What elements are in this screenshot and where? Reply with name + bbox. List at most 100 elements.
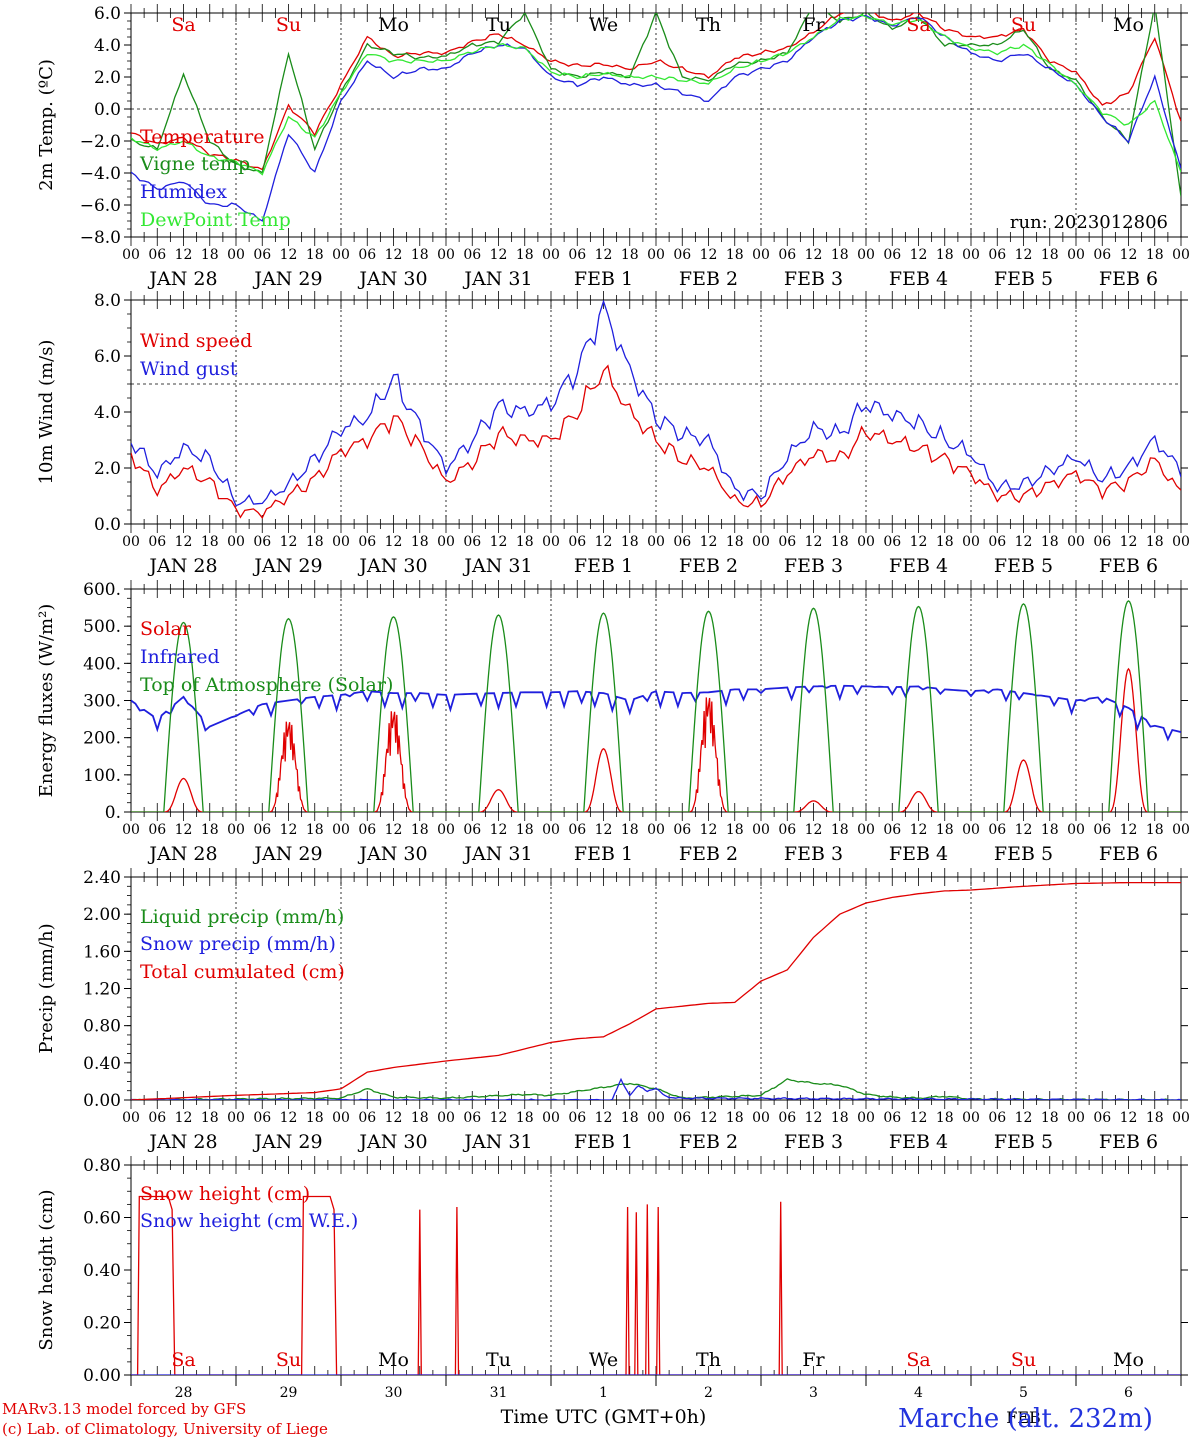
hour-tick-label: 06 bbox=[358, 247, 376, 263]
hour-tick-label: 12 bbox=[1120, 1110, 1138, 1126]
date-label: FEB 5 bbox=[994, 1131, 1053, 1153]
hour-tick-label: 12 bbox=[1015, 534, 1033, 550]
hour-tick-label: 06 bbox=[988, 822, 1006, 838]
date-label: JAN 28 bbox=[147, 268, 217, 290]
date-label: JAN 29 bbox=[252, 843, 322, 865]
hour-tick-label: 18 bbox=[201, 822, 219, 838]
hour-tick-label: 00 bbox=[542, 247, 560, 263]
hour-tick-label: 06 bbox=[463, 247, 481, 263]
panel-energy-fluxes-w-m: 0. 100. 200. 300. 400. 500. 600. Energy fluxes … bbox=[36, 580, 1190, 865]
legend-top-of-atmosphere-solar: Top of Atmosphere (Solar) bbox=[140, 674, 393, 696]
date-label: FEB 3 bbox=[784, 268, 843, 290]
hour-tick-label: 06 bbox=[463, 534, 481, 550]
bottom-day-label: Su bbox=[1011, 1349, 1036, 1371]
hour-tick-label: 12 bbox=[910, 247, 928, 263]
hour-tick-label: 12 bbox=[805, 822, 823, 838]
hour-tick-label: 00 bbox=[122, 1110, 140, 1126]
hour-tick-label: 18 bbox=[621, 534, 639, 550]
legend-solar: Solar bbox=[140, 618, 192, 640]
y-tick-label: 0.00 bbox=[83, 1091, 121, 1111]
y-tick-label: 500. bbox=[83, 617, 121, 637]
bottom-day-label: Fr bbox=[802, 1349, 825, 1371]
date-label: JAN 29 bbox=[252, 268, 322, 290]
hour-tick-label: 06 bbox=[463, 822, 481, 838]
hour-tick-label: 18 bbox=[621, 1110, 639, 1126]
y-tick-label: −4.0 bbox=[80, 164, 121, 184]
series-wind-gust bbox=[131, 300, 1181, 507]
hour-tick-label: 18 bbox=[1041, 1110, 1059, 1126]
legend-vigne-temp: Vigne temp bbox=[139, 153, 250, 175]
legend-liquid-precip-mm-h: Liquid precip (mm/h) bbox=[140, 906, 344, 928]
hour-tick-label: 12 bbox=[385, 247, 403, 263]
hour-tick-label: 06 bbox=[253, 534, 271, 550]
hour-tick-label: 00 bbox=[962, 534, 980, 550]
hour-tick-label: 00 bbox=[227, 1110, 245, 1126]
hour-tick-label: 00 bbox=[122, 534, 140, 550]
hour-tick-label: 18 bbox=[726, 1110, 744, 1126]
hour-tick-label: 06 bbox=[148, 1110, 166, 1126]
hour-tick-label: 00 bbox=[1067, 1110, 1085, 1126]
hour-tick-label: 12 bbox=[175, 534, 193, 550]
hour-tick-label: 18 bbox=[1041, 534, 1059, 550]
hour-tick-label: 06 bbox=[778, 1110, 796, 1126]
hour-tick-label: 00 bbox=[122, 822, 140, 838]
bottom-month-label: FEB bbox=[1006, 1408, 1041, 1427]
date-label: FEB 2 bbox=[679, 843, 738, 865]
hour-tick-label: 18 bbox=[411, 247, 429, 263]
legend-snow-precip-mm-h: Snow precip (mm/h) bbox=[140, 933, 336, 955]
y-tick-label: 300. bbox=[83, 692, 121, 712]
series-group bbox=[131, 1195, 1181, 1375]
day-of-week-label: Tu bbox=[486, 14, 511, 36]
hour-tick-label: 06 bbox=[778, 247, 796, 263]
hour-tick-label: 06 bbox=[568, 1110, 586, 1126]
hour-tick-label: 06 bbox=[673, 247, 691, 263]
hour-tick-label: 12 bbox=[805, 1110, 823, 1126]
hour-tick-label: 12 bbox=[595, 1110, 613, 1126]
hour-tick-label: 06 bbox=[253, 822, 271, 838]
hour-tick-label: 12 bbox=[1120, 534, 1138, 550]
date-label: JAN 30 bbox=[357, 843, 427, 865]
date-label: JAN 31 bbox=[462, 555, 532, 577]
hour-tick-label: 18 bbox=[1146, 822, 1164, 838]
legend-infrared: Infrared bbox=[140, 646, 220, 668]
hour-tick-label: 18 bbox=[936, 247, 954, 263]
hour-tick-label: 18 bbox=[726, 534, 744, 550]
hour-tick-label: 06 bbox=[148, 247, 166, 263]
run-label: run: 2023012806 bbox=[1010, 212, 1168, 233]
hour-tick-label: 12 bbox=[175, 822, 193, 838]
hour-tick-label: 06 bbox=[673, 534, 691, 550]
date-label: FEB 3 bbox=[784, 843, 843, 865]
day-of-week-label: We bbox=[589, 14, 618, 36]
hour-tick-label: 00 bbox=[542, 822, 560, 838]
bottom-day-label: Sa bbox=[906, 1349, 930, 1371]
hour-tick-label: 12 bbox=[175, 247, 193, 263]
hour-tick-label: 12 bbox=[595, 534, 613, 550]
hour-tick-label: 18 bbox=[831, 534, 849, 550]
y-tick-label: −6.0 bbox=[80, 196, 121, 216]
hour-tick-label: 00 bbox=[1172, 822, 1190, 838]
bottom-day-label: Su bbox=[276, 1349, 301, 1371]
hour-tick-label: 18 bbox=[201, 247, 219, 263]
hour-tick-label: 18 bbox=[1146, 1110, 1164, 1126]
date-label: FEB 6 bbox=[1099, 555, 1158, 577]
hour-tick-label: 12 bbox=[910, 1110, 928, 1126]
hour-tick-label: 18 bbox=[1146, 534, 1164, 550]
series-group bbox=[131, 600, 1181, 812]
hour-tick-label: 06 bbox=[253, 247, 271, 263]
hour-tick-label: 06 bbox=[1093, 822, 1111, 838]
hour-tick-label: 12 bbox=[700, 247, 718, 263]
hour-tick-label: 06 bbox=[358, 822, 376, 838]
hour-tick-label: 00 bbox=[437, 1110, 455, 1126]
panel-precip-mm-h: 0.00 0.40 0.80 1.20 1.60 2.00 2.40 Precip (mm/h… bbox=[36, 868, 1190, 1153]
hour-tick-label: 12 bbox=[805, 534, 823, 550]
hour-tick-label: 06 bbox=[673, 822, 691, 838]
hour-tick-label: 12 bbox=[280, 822, 298, 838]
legend-snow-height-cm: Snow height (cm) bbox=[140, 1183, 310, 1205]
hour-tick-label: 00 bbox=[227, 247, 245, 263]
y-tick-label: 0.40 bbox=[83, 1261, 121, 1281]
hour-tick-label: 12 bbox=[700, 1110, 718, 1126]
series-temperature bbox=[131, 13, 1181, 171]
hour-tick-label: 00 bbox=[332, 822, 350, 838]
date-label: FEB 4 bbox=[889, 268, 948, 290]
hour-tick-label: 18 bbox=[306, 247, 324, 263]
